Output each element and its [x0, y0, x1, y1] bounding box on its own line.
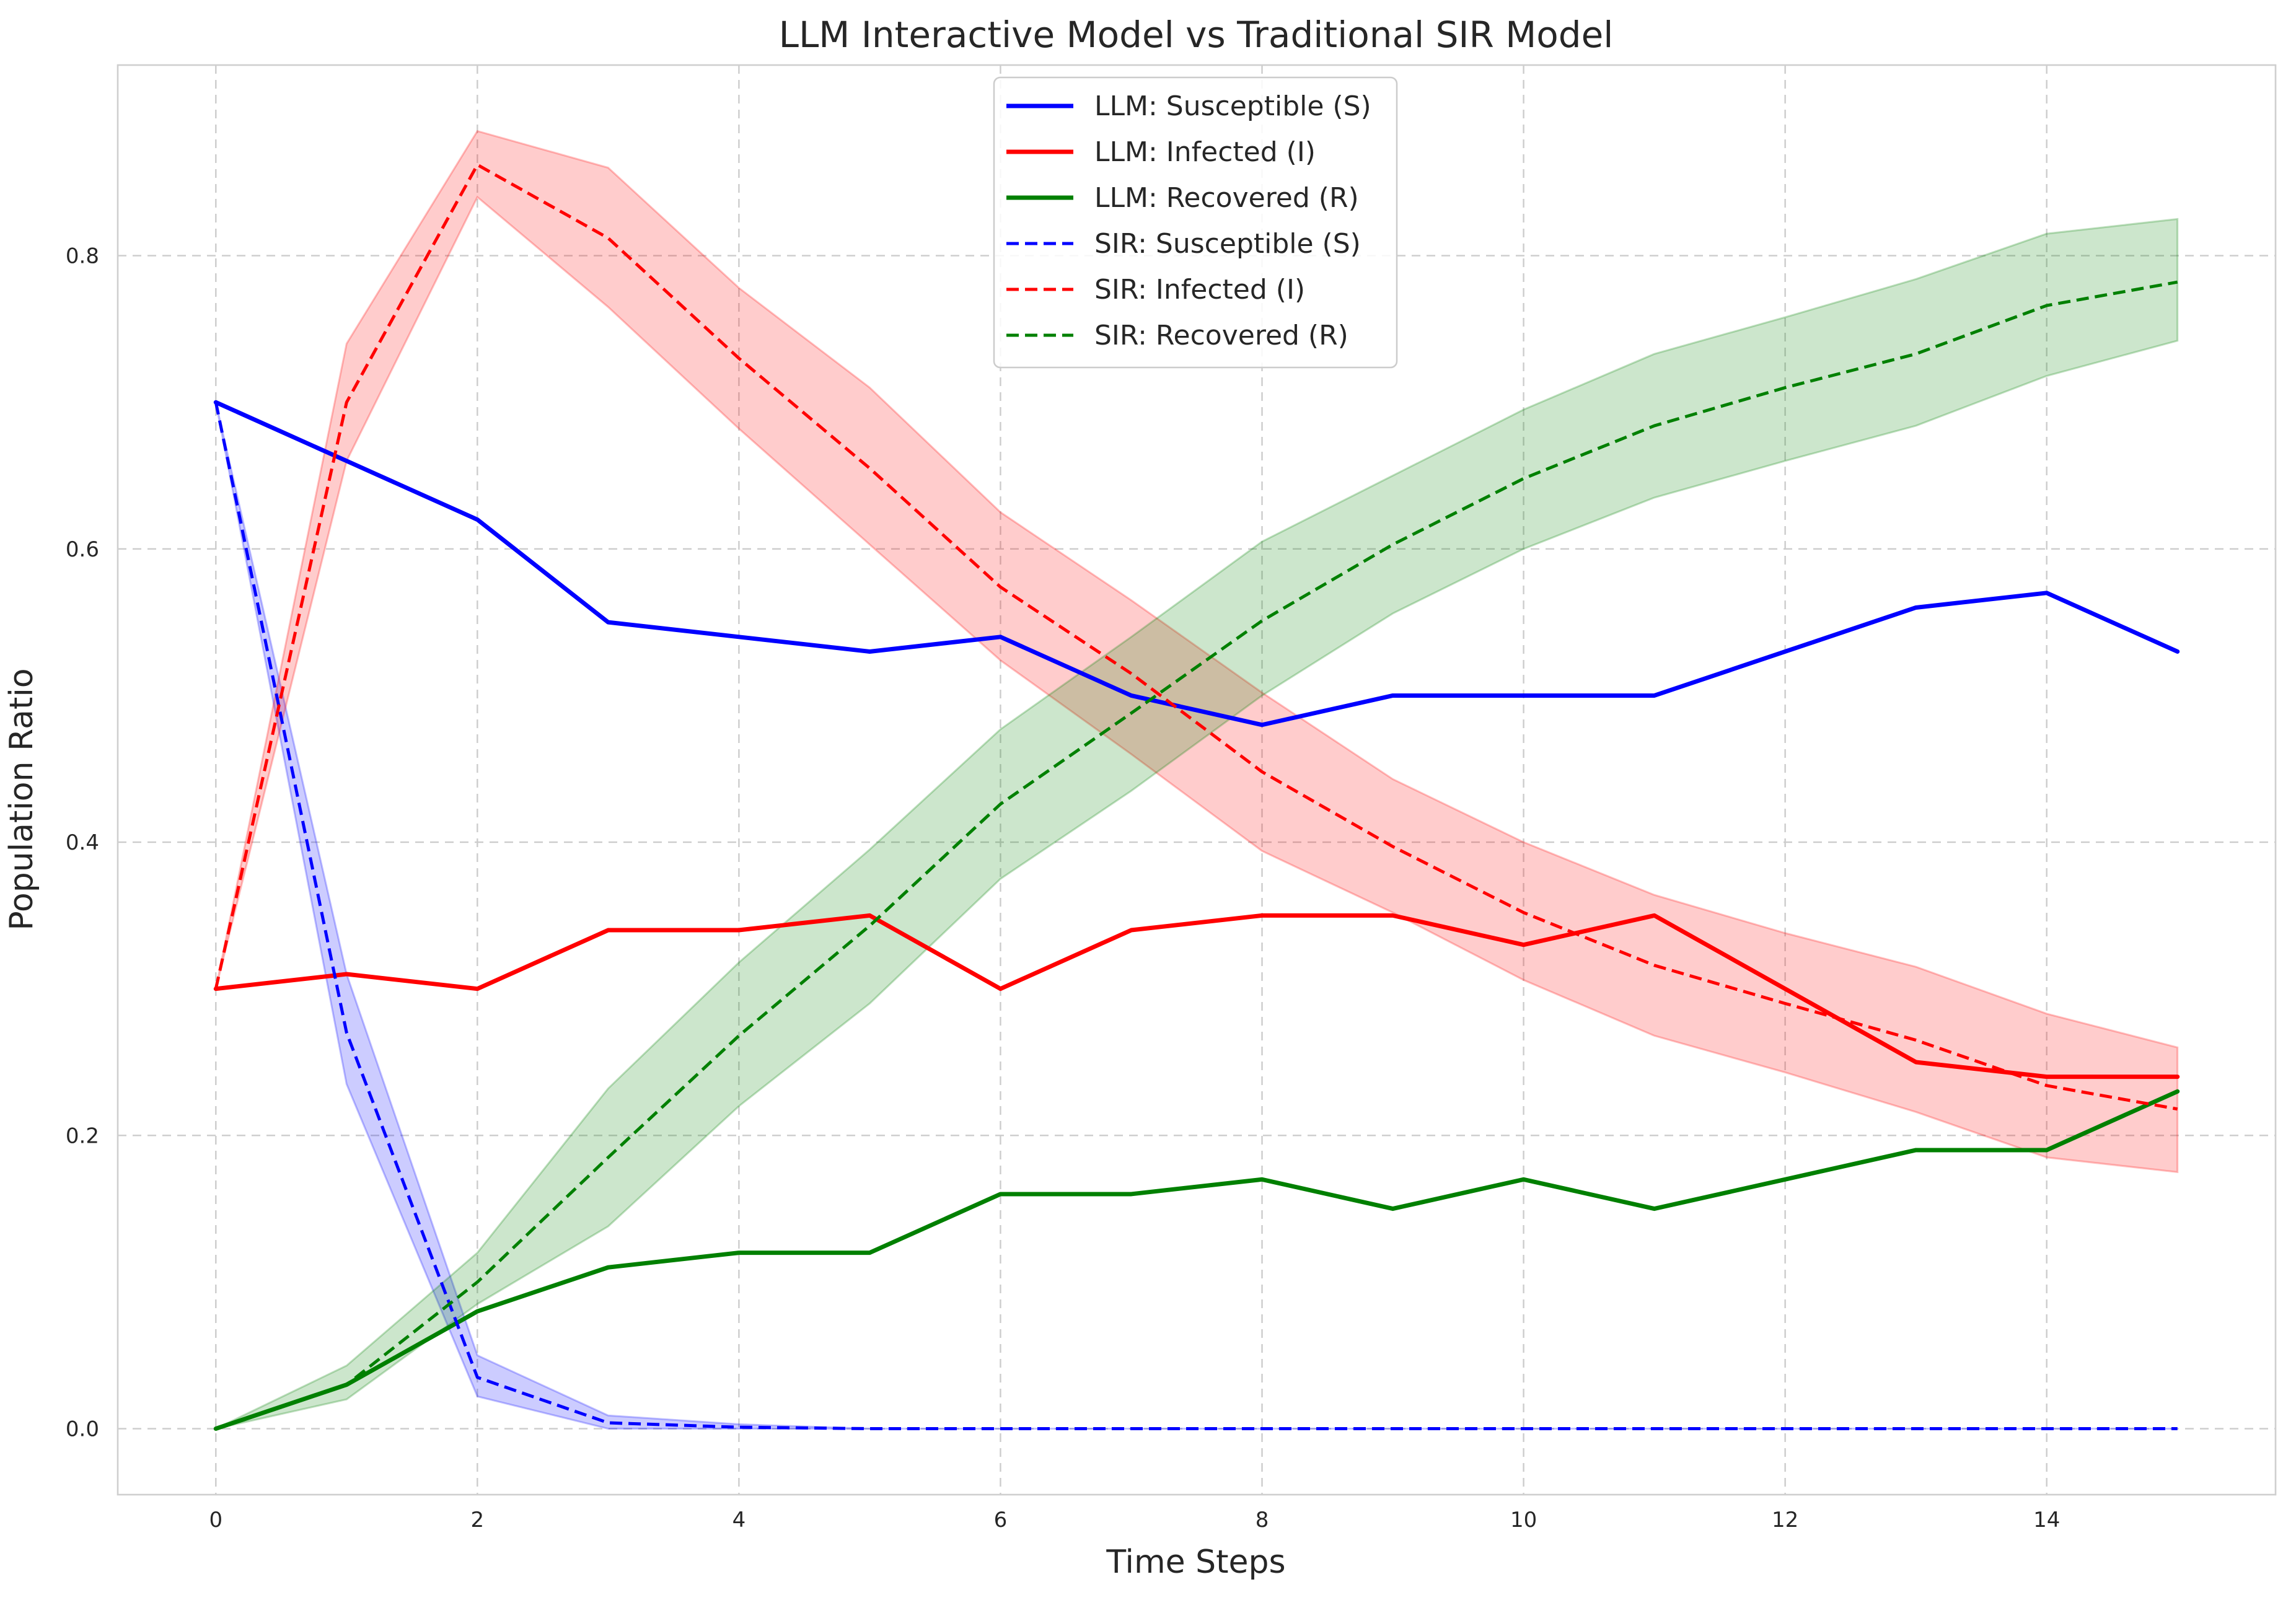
legend-label: LLM: Susceptible (S) — [1094, 90, 1371, 122]
y-tick-label: 0.4 — [66, 830, 99, 855]
legend-label: SIR: Infected (I) — [1094, 274, 1305, 305]
x-tick-label: 12 — [1772, 1508, 1798, 1532]
series-line — [213, 1089, 2180, 1431]
plot-frame — [117, 64, 2277, 1496]
legend: LLM: Susceptible (S) LLM: Infected (I) LLM… — [993, 76, 1398, 369]
y-tick-label: 0.6 — [66, 537, 99, 562]
legend-label: SIR: Susceptible (S) — [1094, 228, 1361, 260]
series-line — [213, 913, 2180, 1079]
y-tick-label: 0.8 — [66, 244, 99, 269]
legend-label: SIR: Recovered (R) — [1094, 320, 1348, 351]
x-tick-label: 4 — [732, 1508, 746, 1532]
confidence-band — [214, 130, 2179, 1174]
legend-label: LLM: Recovered (R) — [1094, 182, 1359, 214]
y-axis-ticks: 0.0 0.2 0.4 0.6 0.8 — [66, 244, 99, 1442]
grid — [118, 65, 2276, 1495]
x-axis-label: Time Steps — [1106, 1544, 1285, 1581]
confidence-band — [215, 218, 2179, 1430]
series-line — [215, 280, 2178, 1430]
y-tick-label: 0.0 — [66, 1417, 99, 1442]
series-line — [214, 163, 2178, 1111]
x-tick-label: 14 — [2033, 1508, 2060, 1532]
y-axis-label: Population Ratio — [3, 668, 40, 930]
y-tick-label: 0.2 — [66, 1123, 99, 1148]
confidence-band — [214, 402, 2178, 1430]
x-tick-label: 10 — [1510, 1508, 1537, 1532]
chart-title: LLM Interactive Model vs Traditional SIR… — [779, 14, 1614, 56]
x-tick-label: 6 — [994, 1508, 1008, 1532]
x-tick-label: 0 — [209, 1508, 222, 1532]
legend-label: LLM: Infected (I) — [1094, 136, 1316, 168]
x-tick-label: 8 — [1256, 1508, 1269, 1532]
series-line — [213, 400, 2180, 727]
x-axis-ticks: 0 2 4 6 8 10 12 14 — [209, 1508, 2060, 1532]
x-tick-label: 2 — [471, 1508, 485, 1532]
series-lines — [213, 163, 2180, 1431]
confidence-bands — [214, 130, 2179, 1430]
legend-box — [993, 76, 1398, 369]
series-line — [214, 402, 2178, 1431]
